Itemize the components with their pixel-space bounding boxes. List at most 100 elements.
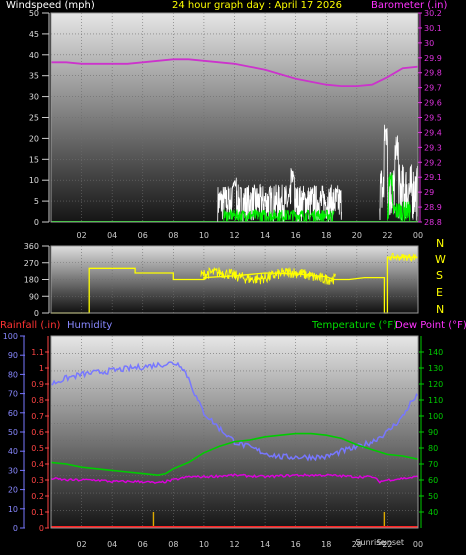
temperature-y-tick: 90 (428, 428, 438, 437)
direction-y-tick: 0 (34, 309, 39, 318)
wind-y-tick: 20 (29, 134, 39, 143)
x-tick-label: 02 (76, 540, 86, 549)
rain-y-tick: 0.6 (31, 428, 44, 437)
humidity-y-tick: 0 (13, 524, 18, 533)
x-tick-label: 08 (168, 540, 178, 549)
compass-s: S (436, 269, 443, 282)
wind-y-tick: 0 (34, 218, 39, 227)
temperature-y-tick: 40 (428, 508, 438, 517)
temperature-y-tick: 70 (428, 460, 438, 469)
humidity-y-tick: 70 (8, 390, 18, 399)
x-tick-label: 20 (352, 540, 362, 549)
direction-variability (200, 266, 336, 285)
humidity-y-tick: 10 (8, 505, 18, 514)
temperature-y-tick: 80 (428, 444, 438, 453)
wind-axis-title: Windspeed (mph) (6, 0, 95, 11)
rain-y-tick: 0.9 (31, 380, 44, 389)
x-tick-label: 04 (107, 540, 117, 549)
wind-y-tick: 5 (34, 197, 39, 206)
temperature-y-tick: 50 (428, 492, 438, 501)
x-tick-label: 20 (352, 231, 362, 240)
x-tick-label: 00 (413, 540, 423, 549)
barometer-y-tick: 29.5 (424, 114, 442, 123)
barometer-y-tick: 29.2 (424, 158, 442, 167)
humidity-axis-title: Humidity (67, 320, 113, 331)
x-tick-label: 22 (382, 231, 392, 240)
x-tick-label: 10 (199, 540, 209, 549)
x-tick-label: 22 (382, 540, 392, 549)
barometer-y-tick: 29.4 (424, 128, 442, 137)
temperature-series (50, 432, 419, 477)
wind-speed-series (379, 124, 419, 221)
wind-y-tick: 15 (29, 155, 39, 164)
temperature-y-tick: 110 (428, 396, 443, 405)
rain-y-tick: 0 (39, 524, 44, 533)
barometer-y-tick: 29.8 (424, 69, 442, 78)
direction-y-tick: 180 (24, 276, 39, 285)
sunset-label: Sunset (377, 538, 404, 547)
gust-series (386, 172, 411, 223)
rain-y-tick: 0.7 (31, 412, 44, 421)
wind-y-tick: 40 (29, 51, 39, 60)
x-tick-label: 16 (291, 540, 301, 549)
wind-y-tick: 30 (29, 93, 39, 102)
rain-y-tick: 0.1 (31, 508, 44, 517)
rain-y-tick: 0.5 (31, 444, 44, 453)
humidity-y-tick: 80 (8, 370, 18, 379)
wind-y-tick: 50 (29, 9, 39, 18)
compass-n-bottom: N (436, 303, 445, 316)
wind-y-tick: 10 (29, 176, 39, 185)
barometer-y-tick: 29.9 (424, 54, 442, 63)
x-tick-label: 04 (107, 231, 117, 240)
x-tick-label: 08 (168, 231, 178, 240)
x-tick-label: 18 (321, 540, 331, 549)
dewpoint-axis-title: Dew Point (°F) (395, 320, 466, 331)
dewpoint-series (50, 473, 419, 484)
barometer-y-tick: 29 (424, 188, 434, 197)
x-tick-label: 14 (260, 540, 270, 549)
barometer-y-tick: 30 (424, 39, 434, 48)
rain-y-tick: 0.2 (31, 492, 44, 501)
wind-y-tick: 45 (29, 30, 39, 39)
x-tick-label: 10 (199, 231, 209, 240)
rain-y-tick: 1 (39, 364, 44, 373)
temperature-y-tick: 140 (428, 348, 443, 357)
barometer-y-tick: 29.7 (424, 84, 442, 93)
barometer-y-tick: 28.9 (424, 203, 442, 212)
wind-y-tick: 35 (29, 72, 39, 81)
barometer-y-tick: 30.2 (424, 9, 442, 18)
barometer-y-tick: 30.1 (424, 24, 442, 33)
direction-y-tick: 90 (29, 292, 39, 301)
climate-panel-frame (50, 335, 419, 529)
temperature-y-tick: 130 (428, 364, 443, 373)
barometer-y-tick: 28.8 (424, 218, 442, 227)
temperature-y-tick: 100 (428, 412, 443, 421)
chart-date-title: 24 hour graph day : April 17 2026 (172, 0, 342, 11)
temperature-axis-title: Temperature (°F) (312, 320, 398, 331)
x-tick-label: 06 (138, 231, 148, 240)
x-tick-label: 00 (413, 231, 423, 240)
rain-y-tick: 0.8 (31, 396, 44, 405)
humidity-y-tick: 20 (8, 486, 18, 495)
barometer-y-tick: 29.1 (424, 173, 442, 182)
sunrise-label: Sunrise (355, 538, 385, 547)
rain-y-tick: 0.3 (31, 476, 44, 485)
direction-variability-late (388, 252, 417, 263)
compass-n-top: N (436, 237, 445, 250)
temperature-y-tick: 60 (428, 476, 438, 485)
compass-w: W (435, 253, 446, 266)
x-tick-label: 06 (138, 540, 148, 549)
rainfall-axis-title: Rainfall (.in) (0, 320, 61, 331)
humidity-y-tick: 40 (8, 447, 18, 456)
barometer-y-tick: 29.6 (424, 99, 442, 108)
x-tick-label: 02 (76, 231, 86, 240)
direction-y-tick: 360 (24, 242, 39, 251)
x-tick-label: 14 (260, 231, 270, 240)
humidity-y-tick: 90 (8, 351, 18, 360)
wind-y-tick: 25 (29, 114, 39, 123)
rain-y-tick: 1.1 (31, 348, 44, 357)
barometer-y-tick: 29.3 (424, 143, 442, 152)
barometer-axis-title: Barometer (.in) (371, 0, 448, 11)
x-tick-label: 12 (229, 231, 239, 240)
